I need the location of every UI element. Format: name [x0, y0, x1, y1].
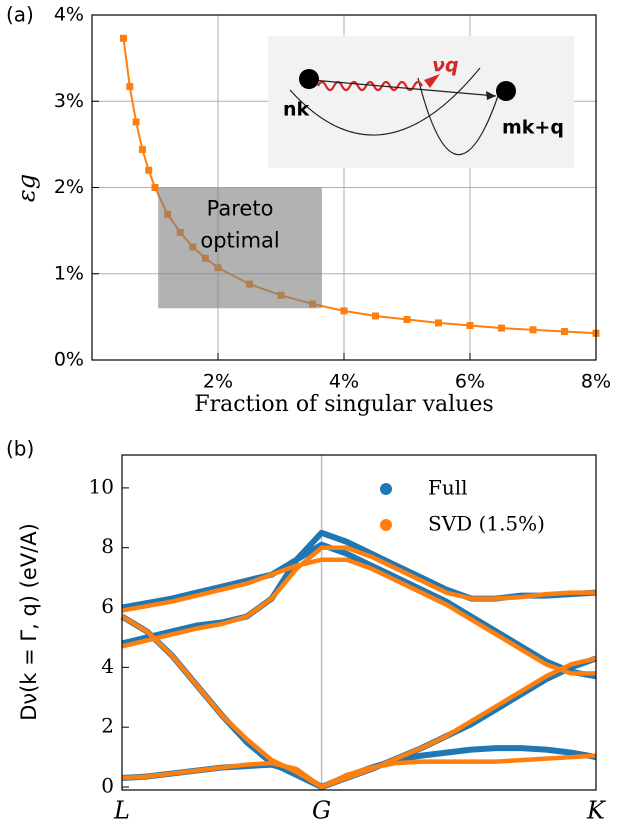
y-tick-label: 8	[101, 534, 114, 558]
inset-label: νq	[432, 55, 459, 77]
y-tick-label: 10	[89, 474, 114, 498]
band	[121, 541, 597, 680]
x-axis-label: Fraction of singular values	[194, 392, 493, 417]
x-tick-label: 8%	[581, 371, 611, 393]
panel-label: (b)	[6, 437, 34, 461]
marker	[138, 146, 146, 154]
inset-label: mk+q	[502, 117, 564, 139]
marker	[151, 184, 159, 191]
y-tick-label: 2	[101, 714, 114, 738]
legend-label: Full	[428, 476, 468, 500]
marker	[498, 324, 505, 332]
x-tick-label: L	[113, 797, 130, 825]
y-tick-label: 6	[101, 594, 114, 618]
pareto-label: optimal	[200, 229, 279, 253]
marker	[126, 83, 134, 91]
marker	[372, 312, 379, 320]
inset-state	[299, 69, 319, 89]
band	[121, 557, 596, 676]
x-tick-label: 2%	[203, 371, 233, 393]
legend-marker	[380, 483, 392, 495]
x-tick-label: K	[586, 797, 607, 825]
y-axis-label: Dν(k = Γ, q) (eV/A)	[17, 523, 41, 721]
marker	[145, 166, 153, 174]
inset-label: nk	[283, 99, 310, 121]
band	[121, 529, 597, 647]
marker	[132, 118, 140, 126]
inset-band	[417, 77, 501, 156]
panel-label: (a)	[6, 3, 34, 27]
inset-arrow	[311, 79, 497, 97]
x-tick-label: 4%	[329, 371, 359, 393]
inset-background	[268, 36, 574, 168]
plot-frame	[91, 14, 597, 361]
plot-frame	[121, 454, 597, 791]
y-tick-label: 3%	[54, 90, 84, 112]
pareto-region	[158, 187, 322, 309]
y-axis-label: εg	[13, 174, 41, 202]
band	[120, 614, 597, 790]
marker	[403, 315, 411, 323]
inset-arrowhead	[486, 91, 496, 100]
y-tick-label: 0	[101, 774, 114, 798]
y-tick-label: 2%	[54, 176, 84, 198]
marker	[466, 322, 474, 329]
y-tick-label: 4%	[54, 4, 84, 26]
legend-marker	[380, 519, 392, 531]
y-tick-label: 1%	[54, 262, 84, 284]
marker	[529, 326, 537, 334]
marker	[340, 307, 348, 315]
inset-phonon	[317, 80, 423, 92]
inset-state	[496, 81, 516, 101]
y-tick-label: 0%	[54, 349, 84, 371]
band	[121, 545, 596, 649]
inset-arrowhead	[424, 74, 440, 88]
band	[121, 745, 597, 791]
inset-band	[289, 67, 481, 136]
legend-label: SVD (1.5%)	[428, 512, 545, 536]
marker	[435, 319, 442, 327]
marker	[561, 328, 568, 336]
x-tick-label: G	[312, 797, 331, 825]
pareto-label: Pareto	[207, 197, 274, 221]
x-tick-label: 6%	[455, 371, 485, 393]
y-tick-label: 4	[101, 654, 114, 678]
marker	[120, 34, 127, 42]
